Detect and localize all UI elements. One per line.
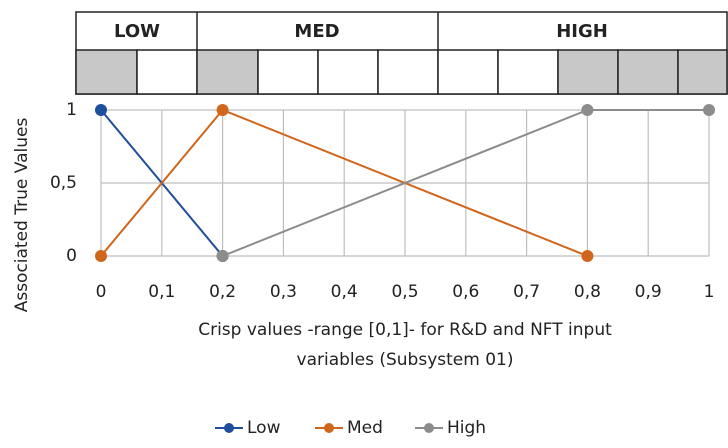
header-cell: [136, 49, 198, 95]
x-tick-label: 0,3: [270, 282, 297, 302]
series-marker: [581, 250, 594, 262]
header-label: LOW: [114, 21, 160, 42]
legend-label: High: [447, 418, 486, 438]
x-tick-label: 0,1: [148, 282, 175, 302]
x-axis-label: variables (Subsystem 01): [297, 350, 514, 370]
legend-label: Low: [247, 418, 281, 438]
y-tick-label: 1: [66, 100, 77, 120]
series-marker: [216, 250, 229, 262]
x-tick-label: 0,9: [635, 282, 662, 302]
header-cell: [377, 49, 439, 95]
x-tick-label: 0: [96, 282, 107, 302]
header-label: MED: [294, 21, 339, 42]
y-tick-label: 0,5: [50, 173, 77, 193]
header-cell: [196, 49, 259, 95]
series-marker: [581, 104, 594, 116]
header-cell: [317, 49, 379, 95]
header-cell: [497, 49, 559, 95]
legend-label: Med: [347, 418, 383, 438]
series-marker: [703, 104, 715, 116]
header-cell: [557, 49, 619, 95]
y-tick-label: 0: [66, 246, 77, 266]
series-marker: [95, 104, 107, 116]
x-tick-label: 0,2: [209, 282, 236, 302]
x-tick-label: 0,6: [452, 282, 479, 302]
x-tick-label: 0,7: [513, 282, 540, 302]
legend-marker: [324, 423, 334, 433]
legend-marker: [424, 423, 434, 433]
series-marker: [95, 250, 107, 262]
x-tick-label: 1: [704, 282, 715, 302]
x-tick-label: 0,4: [331, 282, 358, 302]
y-axis-label: Associated True Values: [12, 118, 32, 313]
x-tick-label: 0,5: [391, 282, 418, 302]
header-table: [75, 11, 728, 95]
header-cell: [617, 49, 679, 95]
header-cell: [75, 49, 138, 95]
header-cell: [437, 49, 499, 95]
header-cell: [677, 49, 728, 95]
x-axis-label: Crisp values -range [0,1]- for R&D and N…: [198, 320, 612, 340]
header-label: HIGH: [556, 21, 608, 42]
x-tick-label: 0,8: [574, 282, 601, 302]
series-marker: [216, 104, 229, 116]
header-cell: [257, 49, 319, 95]
legend-marker: [224, 423, 234, 433]
